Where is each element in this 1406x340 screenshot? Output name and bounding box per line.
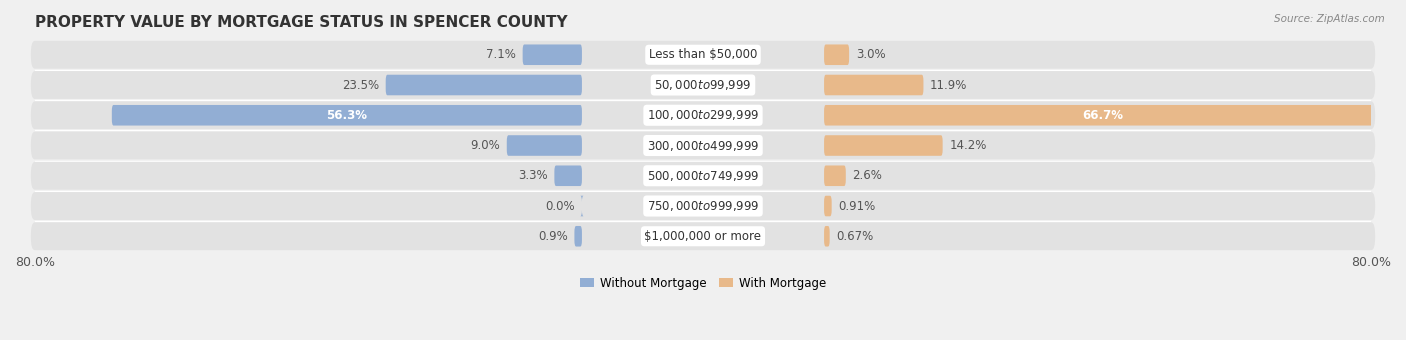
FancyBboxPatch shape	[824, 226, 830, 246]
FancyBboxPatch shape	[31, 41, 1375, 69]
Text: 0.67%: 0.67%	[837, 230, 873, 243]
FancyBboxPatch shape	[554, 166, 582, 186]
FancyBboxPatch shape	[523, 45, 582, 65]
FancyBboxPatch shape	[824, 135, 942, 156]
Text: 23.5%: 23.5%	[342, 79, 380, 91]
Text: $500,000 to $749,999: $500,000 to $749,999	[647, 169, 759, 183]
Text: 9.0%: 9.0%	[471, 139, 501, 152]
Text: PROPERTY VALUE BY MORTGAGE STATUS IN SPENCER COUNTY: PROPERTY VALUE BY MORTGAGE STATUS IN SPE…	[35, 15, 568, 30]
FancyBboxPatch shape	[575, 226, 582, 246]
Text: 7.1%: 7.1%	[486, 48, 516, 61]
Text: Source: ZipAtlas.com: Source: ZipAtlas.com	[1274, 14, 1385, 23]
FancyBboxPatch shape	[581, 196, 583, 216]
FancyBboxPatch shape	[824, 166, 846, 186]
Text: $50,000 to $99,999: $50,000 to $99,999	[654, 78, 752, 92]
Text: $1,000,000 or more: $1,000,000 or more	[644, 230, 762, 243]
Text: $100,000 to $299,999: $100,000 to $299,999	[647, 108, 759, 122]
Text: 66.7%: 66.7%	[1083, 109, 1123, 122]
Text: 2.6%: 2.6%	[852, 169, 883, 182]
Text: 0.9%: 0.9%	[538, 230, 568, 243]
FancyBboxPatch shape	[385, 75, 582, 95]
Text: 14.2%: 14.2%	[949, 139, 987, 152]
Text: 3.3%: 3.3%	[517, 169, 548, 182]
FancyBboxPatch shape	[31, 71, 1375, 99]
FancyBboxPatch shape	[31, 101, 1375, 129]
FancyBboxPatch shape	[31, 222, 1375, 250]
Text: $750,000 to $999,999: $750,000 to $999,999	[647, 199, 759, 213]
FancyBboxPatch shape	[31, 192, 1375, 220]
Text: 3.0%: 3.0%	[856, 48, 886, 61]
FancyBboxPatch shape	[824, 196, 832, 216]
FancyBboxPatch shape	[112, 105, 582, 125]
FancyBboxPatch shape	[31, 162, 1375, 190]
FancyBboxPatch shape	[824, 45, 849, 65]
Text: Less than $50,000: Less than $50,000	[648, 48, 758, 61]
FancyBboxPatch shape	[824, 75, 924, 95]
Text: $300,000 to $499,999: $300,000 to $499,999	[647, 138, 759, 153]
FancyBboxPatch shape	[31, 132, 1375, 159]
Text: 0.0%: 0.0%	[546, 200, 575, 212]
Text: 11.9%: 11.9%	[931, 79, 967, 91]
Text: 0.91%: 0.91%	[838, 200, 876, 212]
Text: 56.3%: 56.3%	[326, 109, 367, 122]
FancyBboxPatch shape	[506, 135, 582, 156]
Legend: Without Mortgage, With Mortgage: Without Mortgage, With Mortgage	[575, 272, 831, 294]
FancyBboxPatch shape	[824, 105, 1381, 125]
